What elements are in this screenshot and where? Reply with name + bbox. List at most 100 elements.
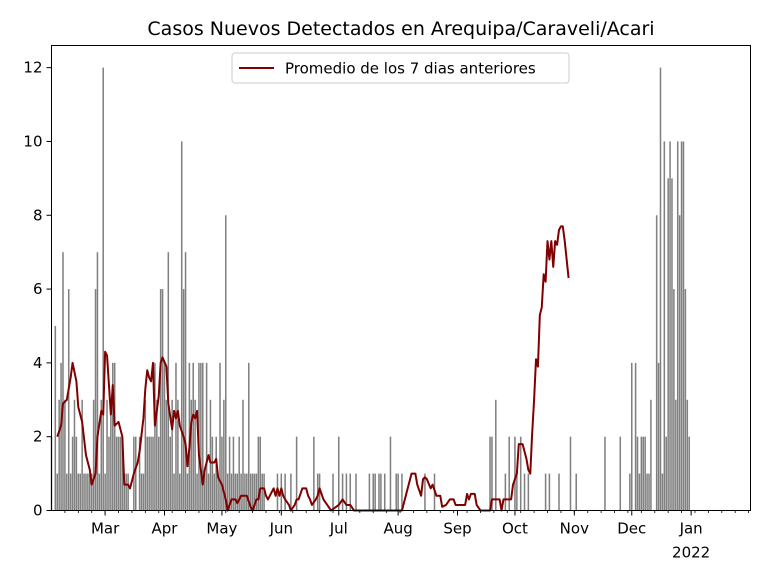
bar bbox=[424, 473, 426, 511]
bar bbox=[646, 473, 648, 511]
bar bbox=[678, 215, 681, 511]
bar bbox=[203, 473, 206, 511]
bar bbox=[349, 473, 352, 511]
bar bbox=[175, 362, 177, 511]
bar bbox=[163, 362, 166, 511]
bar bbox=[640, 436, 643, 511]
bar bbox=[71, 436, 74, 511]
bar bbox=[171, 399, 173, 511]
bar bbox=[332, 473, 334, 511]
bar bbox=[368, 473, 371, 511]
x-tick-year-label: 2022 bbox=[672, 544, 710, 562]
bar bbox=[261, 473, 263, 511]
y-tick-label: 10 bbox=[23, 132, 42, 150]
y-tick-label: 8 bbox=[33, 206, 43, 224]
bar bbox=[629, 473, 631, 511]
bar bbox=[180, 141, 183, 511]
bar bbox=[192, 362, 194, 511]
legend-box bbox=[231, 52, 570, 84]
bar bbox=[228, 436, 231, 511]
x-tick-label: Apr bbox=[152, 520, 179, 538]
bar bbox=[73, 399, 76, 511]
bar bbox=[234, 473, 237, 511]
bar bbox=[138, 436, 141, 511]
bar bbox=[146, 436, 149, 511]
bar bbox=[186, 473, 189, 511]
plot-frame bbox=[51, 45, 751, 511]
bar bbox=[504, 473, 507, 511]
bar bbox=[113, 362, 116, 511]
bar bbox=[217, 473, 219, 511]
bar bbox=[249, 473, 252, 511]
y-tick-label: 0 bbox=[33, 502, 43, 520]
bar bbox=[290, 473, 292, 511]
bar bbox=[94, 289, 97, 511]
bar bbox=[240, 473, 242, 511]
bar bbox=[631, 362, 633, 511]
bar bbox=[489, 436, 491, 511]
y-axis: 0 2 4 6 8 10 12 bbox=[23, 59, 52, 520]
bar bbox=[255, 473, 258, 511]
bar bbox=[87, 473, 89, 511]
bar bbox=[200, 362, 202, 511]
bar bbox=[313, 436, 315, 511]
bar bbox=[108, 436, 110, 511]
bar bbox=[121, 436, 124, 511]
chart-title: Casos Nuevos Detectados en Arequipa/Cara… bbox=[147, 18, 654, 40]
bar bbox=[519, 436, 522, 511]
bar bbox=[194, 399, 196, 511]
y-tick-label: 6 bbox=[33, 280, 43, 298]
bar bbox=[558, 473, 560, 511]
bar bbox=[66, 473, 68, 511]
bar bbox=[372, 473, 374, 511]
x-tick-label: Mar bbox=[91, 520, 120, 538]
bar bbox=[226, 473, 229, 511]
bar bbox=[680, 141, 683, 511]
bar bbox=[123, 473, 126, 511]
bar bbox=[219, 362, 221, 511]
bar bbox=[115, 436, 118, 511]
bar bbox=[92, 399, 95, 511]
bar bbox=[676, 141, 679, 511]
bar bbox=[675, 399, 677, 511]
bar bbox=[207, 473, 210, 511]
bar bbox=[527, 473, 530, 511]
bar bbox=[148, 436, 150, 511]
bar bbox=[686, 399, 689, 511]
bar bbox=[112, 362, 114, 511]
bar bbox=[106, 399, 108, 511]
bar bbox=[154, 362, 156, 511]
bar bbox=[182, 289, 185, 511]
bar bbox=[341, 473, 344, 511]
bar bbox=[244, 473, 246, 511]
bar bbox=[60, 362, 62, 511]
bar bbox=[682, 141, 685, 511]
bar bbox=[295, 436, 298, 511]
bar bbox=[75, 436, 78, 511]
y-tick-label: 4 bbox=[33, 354, 43, 372]
bar bbox=[669, 141, 671, 511]
bar bbox=[230, 473, 233, 511]
bar bbox=[238, 436, 240, 511]
bar bbox=[89, 473, 91, 511]
bar bbox=[253, 473, 256, 511]
bar bbox=[663, 141, 666, 511]
bar bbox=[213, 473, 216, 511]
bar bbox=[98, 473, 101, 511]
x-tick-label: Dec bbox=[617, 520, 646, 538]
bar bbox=[514, 436, 516, 511]
legend: Promedio de los 7 dias anteriores bbox=[231, 52, 570, 84]
bar bbox=[544, 473, 547, 511]
bar bbox=[100, 399, 103, 511]
bar bbox=[575, 473, 577, 511]
bar bbox=[156, 399, 158, 511]
bar bbox=[221, 436, 223, 511]
bar bbox=[247, 362, 250, 511]
bar bbox=[223, 399, 225, 511]
bar bbox=[85, 473, 87, 511]
bar bbox=[150, 436, 152, 511]
bar bbox=[117, 436, 120, 511]
bar bbox=[667, 178, 669, 511]
x-tick-label: Oct bbox=[502, 520, 528, 538]
bar bbox=[242, 399, 244, 511]
